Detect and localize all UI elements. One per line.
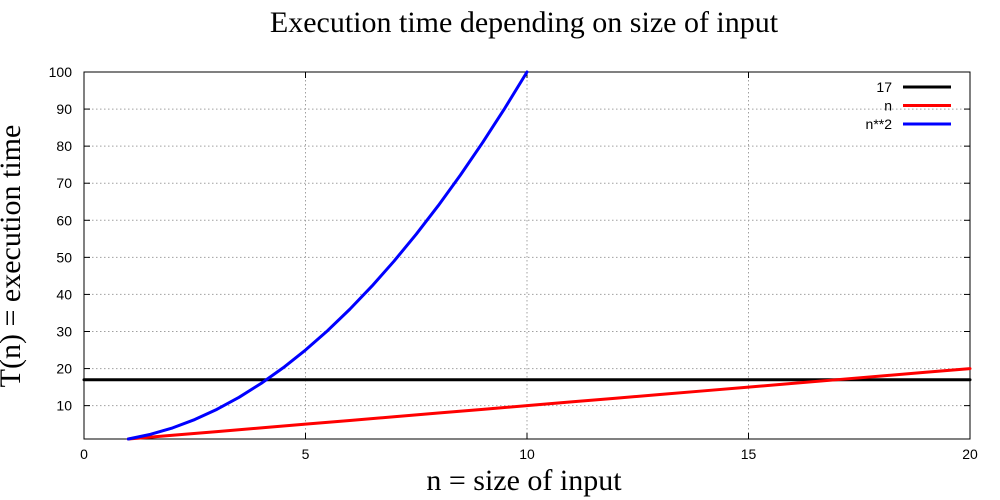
y-tick-label: 50	[56, 249, 72, 265]
series-line	[126, 70, 529, 441]
x-tick-label: 5	[302, 446, 310, 462]
y-tick-label: 20	[56, 361, 72, 377]
legend-label: n**2	[866, 116, 893, 132]
y-tick-label: 60	[56, 212, 72, 228]
series-group	[82, 70, 972, 441]
x-tick-label: 0	[80, 446, 88, 462]
series-2	[126, 70, 529, 441]
legend-item: n**2	[866, 116, 951, 132]
y-tick-label: 10	[56, 398, 72, 414]
y-tick-label: 40	[56, 286, 72, 302]
legend-label: n	[884, 98, 892, 114]
legend-label: 17	[876, 79, 892, 95]
y-tick-label: 90	[56, 101, 72, 117]
chart-title: Execution time depending on size of inpu…	[270, 6, 779, 39]
grid	[84, 72, 970, 439]
y-tick-label: 80	[56, 138, 72, 154]
y-tick-label: 70	[56, 175, 72, 191]
y-axis-label: T(n) = execution time	[0, 125, 27, 388]
legend-item: n	[884, 98, 951, 114]
x-tick-label: 20	[962, 446, 978, 462]
series-line	[126, 367, 972, 441]
series-1	[126, 367, 972, 441]
x-axis-label: n = size of input	[426, 464, 622, 497]
x-tick-label: 15	[741, 446, 757, 462]
y-tick-label: 100	[49, 64, 73, 80]
x-tick-label: 10	[519, 446, 535, 462]
legend-item: 17	[876, 79, 951, 95]
legend: 17 n n**2	[866, 79, 951, 132]
y-tick-label: 30	[56, 323, 72, 339]
